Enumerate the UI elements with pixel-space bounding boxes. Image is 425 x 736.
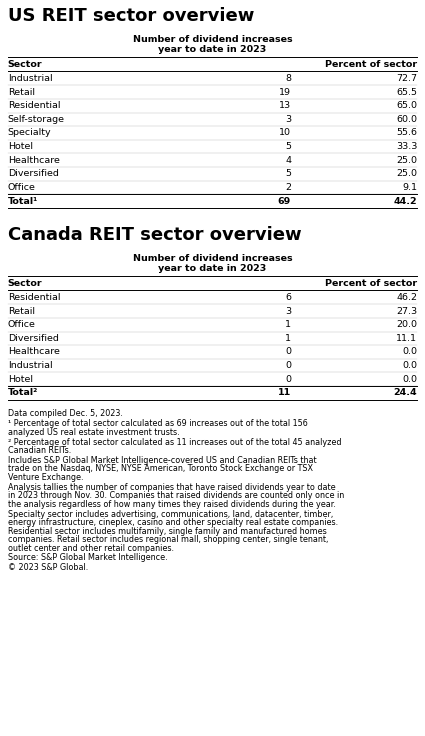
Text: ² Percentage of total sector calculated as 11 increases out of the total 45 anal: ² Percentage of total sector calculated … [8, 437, 341, 447]
Text: 25.0: 25.0 [397, 169, 417, 178]
Text: Percent of sector: Percent of sector [325, 60, 417, 68]
Text: Percent of sector: Percent of sector [325, 279, 417, 288]
Text: 25.0: 25.0 [397, 156, 417, 165]
Text: 65.0: 65.0 [397, 101, 417, 110]
Text: 44.2: 44.2 [394, 197, 417, 205]
Text: 11: 11 [278, 389, 291, 397]
Text: Data compiled Dec. 5, 2023.: Data compiled Dec. 5, 2023. [8, 409, 122, 418]
Text: Canadian REITs.: Canadian REITs. [8, 446, 71, 455]
Text: 0.0: 0.0 [402, 347, 417, 356]
Text: Residential: Residential [8, 101, 60, 110]
Text: Hotel: Hotel [8, 375, 33, 383]
Text: 3: 3 [285, 307, 291, 316]
Text: Number of dividend increases: Number of dividend increases [133, 254, 292, 263]
Text: 60.0: 60.0 [397, 115, 417, 124]
Text: Diversified: Diversified [8, 334, 59, 343]
Text: 0.0: 0.0 [402, 361, 417, 370]
Text: Industrial: Industrial [8, 361, 52, 370]
Text: 11.1: 11.1 [397, 334, 417, 343]
Text: 19: 19 [279, 88, 291, 96]
Text: companies. Retail sector includes regional mall, shopping center, single tenant,: companies. Retail sector includes region… [8, 535, 328, 544]
Text: year to date in 2023: year to date in 2023 [159, 45, 266, 54]
Text: 65.5: 65.5 [397, 88, 417, 96]
Text: 8: 8 [285, 74, 291, 83]
Text: 72.7: 72.7 [397, 74, 417, 83]
Text: outlet center and other retail companies.: outlet center and other retail companies… [8, 543, 174, 553]
Text: Number of dividend increases: Number of dividend increases [133, 35, 292, 44]
Text: Analysis tallies the number of companies that have raised dividends year to date: Analysis tallies the number of companies… [8, 483, 335, 492]
Text: energy infrastructure, cineplex, casino and other specialty real estate companie: energy infrastructure, cineplex, casino … [8, 518, 338, 527]
Text: Total²: Total² [8, 389, 38, 397]
Text: Specialty sector includes advertising, communications, land, datacenter, timber,: Specialty sector includes advertising, c… [8, 509, 333, 519]
Text: 0: 0 [285, 347, 291, 356]
Text: 69: 69 [278, 197, 291, 205]
Text: Office: Office [8, 320, 36, 329]
Text: Hotel: Hotel [8, 142, 33, 151]
Text: Sector: Sector [8, 60, 42, 68]
Text: Healthcare: Healthcare [8, 347, 60, 356]
Text: 4: 4 [285, 156, 291, 165]
Text: US REIT sector overview: US REIT sector overview [8, 7, 254, 25]
Text: 27.3: 27.3 [396, 307, 417, 316]
Text: 5: 5 [285, 142, 291, 151]
Text: Canada REIT sector overview: Canada REIT sector overview [8, 227, 301, 244]
Text: 0.0: 0.0 [402, 375, 417, 383]
Text: year to date in 2023: year to date in 2023 [159, 264, 266, 273]
Text: in 2023 through Nov. 30. Companies that raised dividends are counted only once i: in 2023 through Nov. 30. Companies that … [8, 491, 344, 500]
Text: 55.6: 55.6 [397, 129, 417, 138]
Text: Retail: Retail [8, 88, 35, 96]
Text: 6: 6 [285, 293, 291, 302]
Text: © 2023 S&P Global.: © 2023 S&P Global. [8, 563, 88, 573]
Text: 2: 2 [285, 183, 291, 192]
Text: Residential sector includes multifamily, single family and manufactured homes: Residential sector includes multifamily,… [8, 526, 326, 536]
Text: 33.3: 33.3 [396, 142, 417, 151]
Text: Self-storage: Self-storage [8, 115, 65, 124]
Text: Office: Office [8, 183, 36, 192]
Text: 24.4: 24.4 [394, 389, 417, 397]
Text: 3: 3 [285, 115, 291, 124]
Text: 13: 13 [279, 101, 291, 110]
Text: the analysis regardless of how many times they raised dividends during the year.: the analysis regardless of how many time… [8, 500, 335, 509]
Text: Includes S&P Global Market Intelligence-covered US and Canadian REITs that: Includes S&P Global Market Intelligence-… [8, 456, 316, 465]
Text: 46.2: 46.2 [397, 293, 417, 302]
Text: Specialty: Specialty [8, 129, 51, 138]
Text: Industrial: Industrial [8, 74, 52, 83]
Text: Total¹: Total¹ [8, 197, 38, 205]
Text: 9.1: 9.1 [402, 183, 417, 192]
Text: Healthcare: Healthcare [8, 156, 60, 165]
Text: Source: S&P Global Market Intelligence.: Source: S&P Global Market Intelligence. [8, 553, 167, 562]
Text: analyzed US real estate investment trusts.: analyzed US real estate investment trust… [8, 428, 179, 436]
Text: Sector: Sector [8, 279, 42, 288]
Text: 5: 5 [285, 169, 291, 178]
Text: Diversified: Diversified [8, 169, 59, 178]
Text: 1: 1 [285, 334, 291, 343]
Text: Venture Exchange.: Venture Exchange. [8, 473, 83, 482]
Text: Retail: Retail [8, 307, 35, 316]
Text: 10: 10 [279, 129, 291, 138]
Text: 0: 0 [285, 361, 291, 370]
Text: 20.0: 20.0 [397, 320, 417, 329]
Text: trade on the Nasdaq, NYSE, NYSE American, Toronto Stock Exchange or TSX: trade on the Nasdaq, NYSE, NYSE American… [8, 464, 313, 473]
Text: 0: 0 [285, 375, 291, 383]
Text: Residential: Residential [8, 293, 60, 302]
Text: 1: 1 [285, 320, 291, 329]
Text: ¹ Percentage of total sector calculated as 69 increases out of the total 156: ¹ Percentage of total sector calculated … [8, 420, 307, 428]
